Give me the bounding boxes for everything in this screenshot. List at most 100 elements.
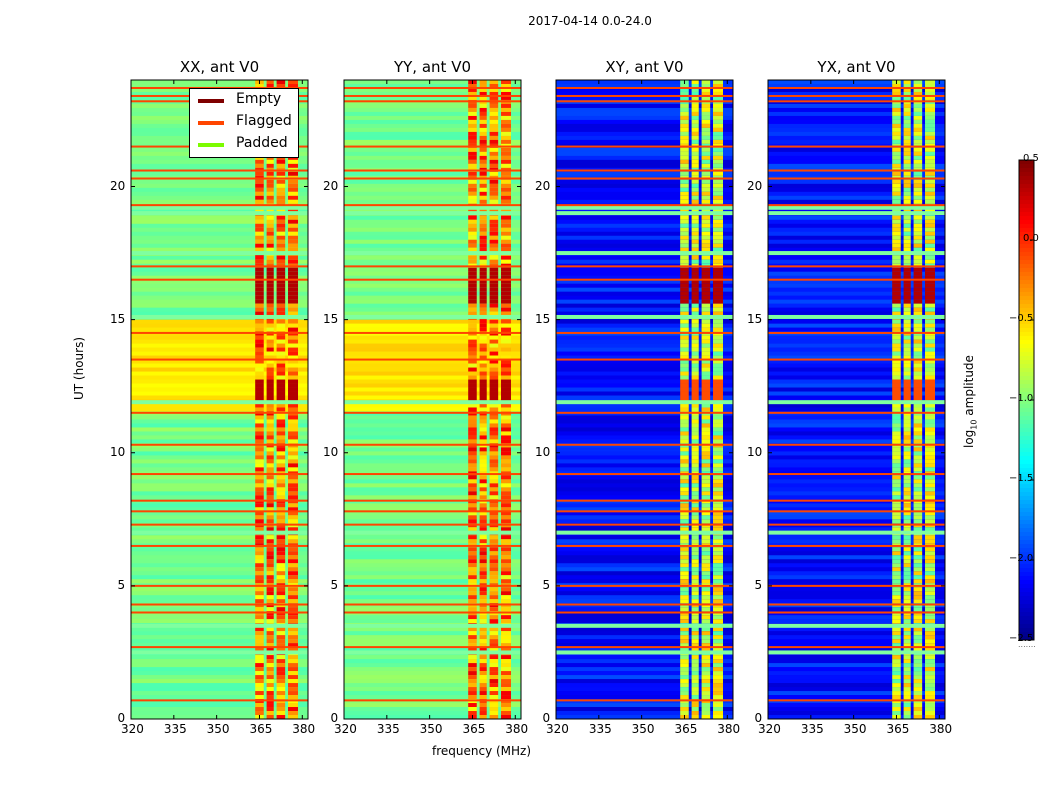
heatmap-row [768, 435, 945, 440]
heatmap-row [556, 483, 733, 488]
heatmap-row [131, 703, 308, 708]
heatmap-band-cell [903, 80, 911, 85]
heatmap-band-cell [701, 215, 711, 221]
heatmap-row [344, 647, 521, 652]
heatmap-row [344, 139, 521, 145]
colorbar-segment [1019, 268, 1034, 273]
heatmap-band-cell [501, 239, 512, 245]
heatmap-band-cell [691, 155, 699, 161]
heatmap-band-cell [489, 659, 499, 664]
legend-swatch-padded [198, 143, 224, 147]
heatmap-band-cell [501, 663, 512, 668]
heatmap-band-cell [925, 535, 936, 540]
flagged-row [344, 100, 521, 103]
heatmap-band-cell [903, 159, 911, 165]
heatmap-band-cell [266, 659, 274, 664]
heatmap-band-cell [266, 267, 274, 272]
heatmap-band-cell [680, 231, 689, 237]
heatmap-band-cell [713, 563, 724, 568]
heatmap-band-cell [288, 511, 299, 516]
heatmap-band-cell [913, 319, 923, 324]
heatmap-row [131, 243, 308, 249]
heatmap-band-cell [266, 615, 274, 620]
heatmap-band-cell [266, 171, 274, 177]
heatmap-band-cell [276, 327, 286, 332]
heatmap-band-cell [276, 715, 286, 720]
heatmap-band-cell [468, 707, 477, 712]
heatmap-row [768, 363, 945, 368]
heatmap-band-cell [701, 135, 711, 141]
heatmap-band-cell [266, 643, 274, 648]
heatmap-row [556, 643, 733, 648]
heatmap-band-cell [713, 487, 724, 492]
heatmap-band-cell [255, 703, 264, 708]
heatmap-band-cell [276, 351, 286, 356]
heatmap-band-cell [255, 291, 264, 296]
heatmap-band-cell [892, 391, 901, 396]
heatmap-band-cell [691, 639, 699, 644]
heatmap-row [768, 671, 945, 676]
heatmap-band-cell [489, 111, 499, 117]
heatmap-band-cell [266, 295, 274, 300]
heatmap-band-cell [288, 435, 299, 440]
heatmap-band-cell [479, 691, 487, 696]
heatmap-row [768, 275, 945, 280]
colorbar-underline: ....... [1018, 640, 1036, 649]
heatmap-band-cell [489, 511, 499, 516]
heatmap-row [768, 483, 945, 488]
heatmap-band-cell [255, 199, 264, 205]
heatmap-band-cell [903, 311, 911, 316]
colorbar-tick-label: −0.5 [1009, 313, 1034, 324]
heatmap-band-cell [903, 295, 911, 300]
heatmap-band-cell [266, 239, 274, 245]
heatmap-row [344, 155, 521, 161]
colorbar-segment [1019, 236, 1034, 241]
heatmap-band-cell [892, 619, 901, 624]
heatmap-band-cell [713, 431, 724, 436]
heatmap-band-cell [288, 687, 299, 692]
heatmap-band-cell [913, 647, 923, 652]
heatmap-band-cell [680, 703, 689, 708]
heatmap-band-cell [468, 667, 477, 672]
heatmap-row [131, 595, 308, 600]
legend: Empty Flagged Padded [189, 88, 299, 158]
heatmap-band-cell [903, 695, 911, 700]
heatmap-band-cell [713, 187, 724, 193]
heatmap-band-cell [266, 707, 274, 712]
heatmap-band-cell [892, 671, 901, 676]
heatmap-band-cell [691, 711, 699, 716]
heatmap-band-cell [691, 419, 699, 424]
heatmap-row [556, 287, 733, 292]
heatmap-row [768, 215, 945, 221]
heatmap-band-cell [903, 675, 911, 680]
heatmap-band-cell [680, 183, 689, 189]
heatmap-band-cell [266, 215, 274, 221]
colorbar-segment [1019, 476, 1034, 481]
heatmap-band-cell [691, 491, 699, 496]
heatmap-band-cell [680, 463, 689, 468]
heatmap-band-cell [255, 319, 264, 324]
heatmap-band-cell [468, 307, 477, 312]
heatmap-band-cell [925, 423, 936, 428]
heatmap-band-cell [501, 391, 512, 396]
heatmap-band-cell [479, 515, 487, 520]
flagged-row [131, 699, 308, 702]
heatmap-band-cell [489, 483, 499, 488]
flagged-row [344, 86, 521, 89]
heatmap-band-cell [680, 307, 689, 312]
colorbar-segment [1019, 520, 1034, 525]
heatmap-band-cell [913, 363, 923, 368]
heatmap-band-cell [255, 579, 264, 584]
heatmap-band-cell [501, 235, 512, 241]
heatmap-row [556, 215, 733, 221]
heatmap-row [556, 555, 733, 560]
heatmap-band-cell [288, 279, 299, 284]
heatmap-band-cell [701, 547, 711, 552]
heatmap-band-cell [288, 319, 299, 324]
heatmap-band-cell [680, 115, 689, 121]
heatmap-row [768, 503, 945, 508]
heatmap-row [344, 579, 521, 584]
heatmap-band-cell [713, 707, 724, 712]
heatmap-band-cell [501, 127, 512, 133]
heatmap-band-cell [255, 479, 264, 484]
